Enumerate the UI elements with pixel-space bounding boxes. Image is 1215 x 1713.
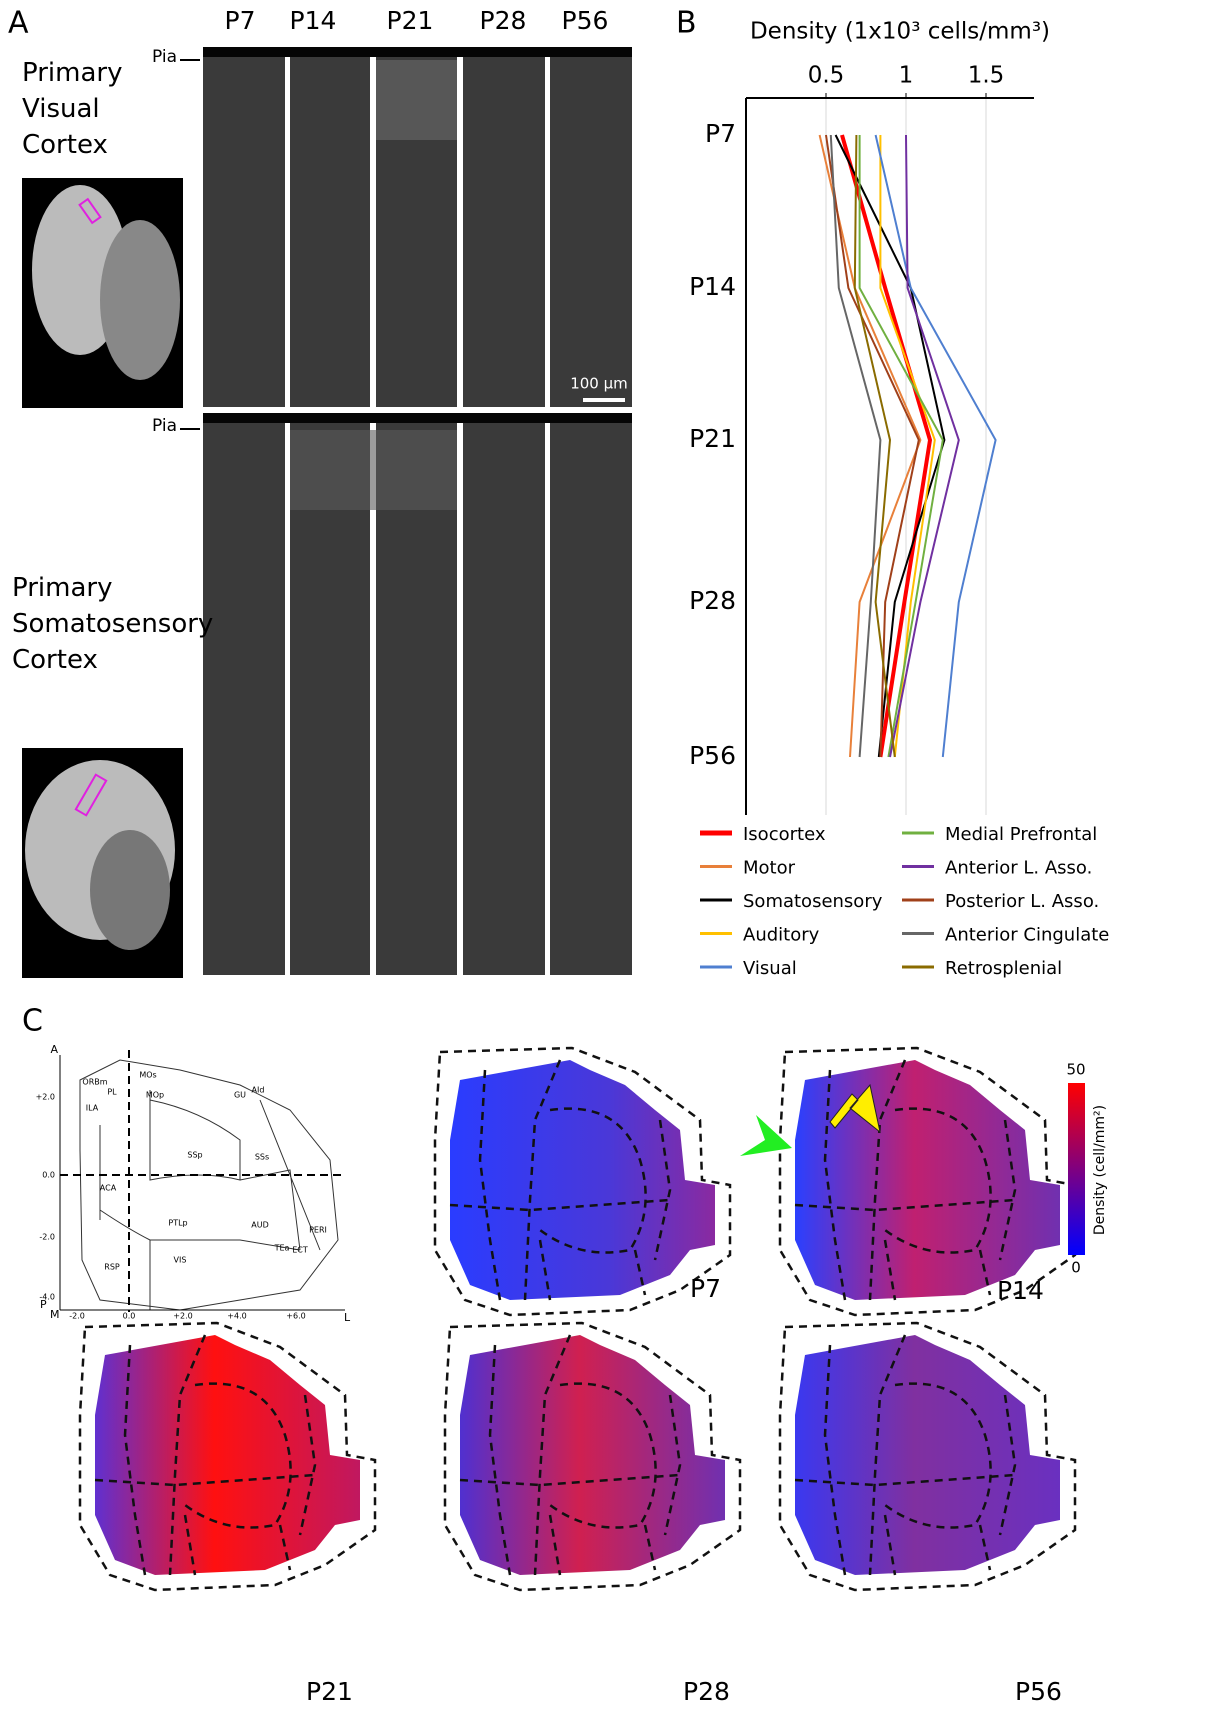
pia-label: Pia xyxy=(152,416,177,436)
heatmap-age: P21 xyxy=(306,1677,353,1706)
x-tick-label: 0.5 xyxy=(808,63,845,89)
atlas-region: ECT xyxy=(292,1246,308,1255)
legend-label: Isocortex xyxy=(743,824,826,845)
heatmap-age: P14 xyxy=(997,1276,1044,1305)
y-tick-label: P28 xyxy=(689,586,736,615)
atlas-region: RSP xyxy=(104,1263,120,1272)
legend-label: Visual xyxy=(743,958,797,979)
y-tick-label: P7 xyxy=(705,119,736,148)
atlas-region: PERI xyxy=(309,1226,327,1235)
atlas-axis: L xyxy=(344,1311,351,1324)
atlas-x-tick: +4.0 xyxy=(227,1312,246,1321)
heatmap-age: P56 xyxy=(1015,1677,1062,1706)
panel-label: B xyxy=(676,6,697,41)
atlas-region: ACA xyxy=(100,1184,117,1193)
heatmaps: P7 P14 P21 P28 P56 xyxy=(80,1048,1075,1706)
scale-bar-label: 100 µm xyxy=(570,375,628,393)
y-tick-label: P14 xyxy=(689,272,736,301)
atlas-y-tick: +2.0 xyxy=(36,1093,55,1102)
legend-label: Somatosensory xyxy=(743,891,883,912)
legend-label: Auditory xyxy=(743,925,820,946)
atlas-region: PL xyxy=(107,1088,117,1097)
atlas-axis: M xyxy=(50,1308,60,1321)
age-label: P28 xyxy=(480,6,527,35)
pia-label: Pia xyxy=(152,47,177,67)
atlas-y-tick: -2.0 xyxy=(39,1233,55,1242)
atlas-region: AId xyxy=(252,1086,265,1095)
atlas-y-tick: 0.0 xyxy=(42,1171,55,1180)
x-tick-label: 1.5 xyxy=(968,63,1005,89)
legend-label: Anterior Cingulate xyxy=(945,925,1109,946)
y-tick-label: P56 xyxy=(689,741,736,770)
atlas-y-tick: -4.0 xyxy=(39,1293,55,1302)
colorbar-max: 50 xyxy=(1066,1061,1085,1079)
figure: A P7 P14 P21 P28 P56 Pia Pia 100 µm B De… xyxy=(0,0,1215,1713)
atlas-region: SSs xyxy=(255,1153,269,1162)
legend-label: Anterior L. Asso. xyxy=(945,858,1092,879)
heatmap-age: P7 xyxy=(690,1274,721,1303)
age-headers: P7 P14 P21 P28 P56 xyxy=(225,6,609,35)
legend-label: Posterior L. Asso. xyxy=(945,891,1099,912)
age-label: P56 xyxy=(562,6,609,35)
legend-label: Retrosplenial xyxy=(945,958,1062,979)
atlas-x-tick: -2.0 xyxy=(69,1312,85,1321)
series-line xyxy=(890,135,959,757)
y-tick-label: P21 xyxy=(689,424,736,453)
atlas-region: VIS xyxy=(174,1256,187,1265)
atlas-region: GU xyxy=(234,1091,246,1100)
legend-label: Motor xyxy=(743,858,796,879)
region-label: Primary Somatosensory Cortex xyxy=(12,570,213,678)
atlas-region: ILA xyxy=(86,1104,99,1113)
x-tick-label: 1 xyxy=(899,63,914,89)
atlas-x-tick: +6.0 xyxy=(286,1312,305,1321)
atlas-region: MOs xyxy=(139,1071,156,1080)
age-label: P7 xyxy=(225,6,256,35)
atlas-region: MOp xyxy=(146,1091,164,1100)
atlas-region: SSp xyxy=(187,1151,202,1160)
colorbar-title: Density (cell/mm²) xyxy=(1092,1105,1108,1235)
colorbar: 50 0 Density (cell/mm²) xyxy=(1066,1061,1108,1277)
atlas-axis: A xyxy=(50,1043,58,1056)
atlas-x-tick: +2.0 xyxy=(173,1312,192,1321)
page: A P7 P14 P21 P28 P56 Pia Pia 100 µm B De… xyxy=(0,0,1215,1713)
atlas-region: ORBm xyxy=(82,1078,107,1087)
colorbar-min: 0 xyxy=(1071,1259,1081,1277)
atlas-region: PTLp xyxy=(168,1219,187,1228)
age-label: P21 xyxy=(387,6,434,35)
age-label: P14 xyxy=(290,6,337,35)
atlas-region: AUD xyxy=(251,1221,269,1230)
atlas-region: TEa xyxy=(274,1244,290,1253)
region-label: Primary Visual Cortex xyxy=(22,55,122,163)
legend-label: Medial Prefrontal xyxy=(945,824,1097,845)
chart-title: Density (1x10³ cells/mm³) xyxy=(750,19,1050,45)
atlas-x-tick: 0.0 xyxy=(123,1312,136,1321)
panel-label: A xyxy=(8,6,29,41)
heatmap-age: P28 xyxy=(683,1677,730,1706)
line-chart: 0.5 1 1.5 P7 P14 P21 P28 P56 Isocortex Motor Somat… xyxy=(689,63,1109,980)
panel-label: C xyxy=(22,1004,43,1039)
micrographs xyxy=(203,47,632,975)
